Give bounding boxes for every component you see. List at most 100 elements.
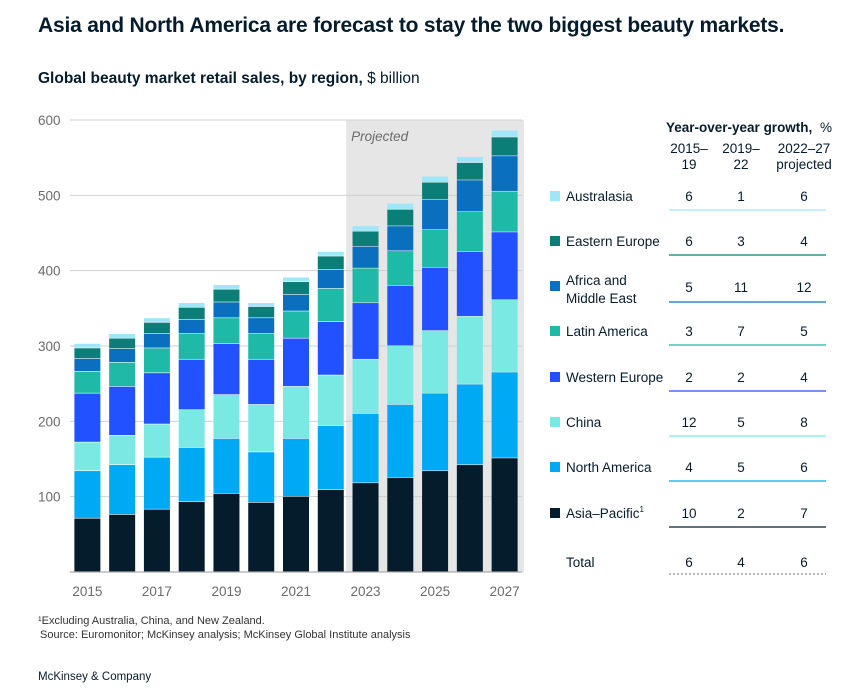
bar-segment [317,256,344,270]
legend-swatch [550,281,560,291]
y-tick-label: 400 [38,264,61,279]
bar-segment [109,333,136,338]
growth-value: 6 [685,234,693,249]
bar-segment [317,375,344,426]
bar-segment [109,465,136,515]
legend-label: Western Europe [566,370,663,385]
bar-segment [74,518,101,572]
legend-label: Latin America [566,324,648,339]
bar-segment [213,284,240,289]
growth-value: 10 [681,506,696,521]
legend-swatch [550,372,560,382]
bar-segment [248,404,275,452]
y-tick-label: 200 [38,414,61,429]
x-tick-label: 2015 [72,584,102,599]
bar-segment [283,338,309,387]
bar-segment [213,343,240,395]
bar-segment [109,349,136,362]
x-tick-label: 2023 [351,584,381,599]
bar-segment [491,130,518,137]
bar-segment [352,303,379,359]
bar-segment [109,514,136,572]
growth-value: 6 [800,189,808,204]
growth-value: 7 [737,324,745,339]
col-header-2015-19-a: 2015– [670,141,708,156]
bar-segment [248,306,275,318]
legend-swatch [550,191,560,201]
bar-segment [178,447,205,502]
legend-label: Asia–Pacific1 [566,505,645,521]
bar-segment [248,502,275,572]
growth-value: 7 [800,506,808,521]
bar-segment [178,410,205,448]
bar-segment [422,199,449,230]
bar-segment [317,425,344,490]
bar-segment [387,209,414,226]
bar-segment [74,358,101,372]
bar-segment [178,303,205,307]
bar-segment [387,477,414,572]
bar-segment [422,229,449,268]
col-header-2015-19-b: 19 [681,157,696,172]
bar-segment [74,442,101,471]
y-tick-label: 600 [38,113,61,128]
bar-segment [422,393,449,471]
bar-segment [387,203,414,210]
footnote-source: Source: Euromonitor; McKinsey analysis; … [40,629,411,641]
growth-value: 12 [681,415,696,430]
bar-segment [456,316,483,384]
legend-swatch [550,236,560,246]
bar-segment [317,288,344,322]
projected-label: Projected [351,129,409,144]
bar-segment [74,471,101,518]
growth-value: 2 [737,370,745,385]
bar-segment [283,311,309,338]
bar-segment [422,471,449,572]
bar-segment [213,394,240,439]
bar-segment [491,191,518,232]
bar-segment [387,285,414,346]
growth-value: 1 [737,189,745,204]
legend-swatch [550,326,560,336]
growth-value: 2 [685,370,693,385]
growth-value: 6 [685,189,693,204]
bar-segment [491,232,518,300]
growth-value: 4 [800,370,808,385]
bar-segment [109,362,136,387]
bar-segment [143,457,170,509]
total-label: Total [566,555,595,570]
bar-segment [456,465,483,572]
growth-value: 11 [734,280,748,295]
bar-segment [74,371,101,393]
y-tick-label: 500 [38,188,61,203]
bar-segment [456,180,483,212]
bar-segment [109,435,136,465]
bar-segment [352,268,379,303]
growth-value: 5 [800,324,808,339]
x-tick-label: 2025 [420,584,450,599]
bar-segment [491,300,518,372]
bar-segment [283,281,309,295]
total-value: 6 [800,555,808,570]
growth-value: 4 [685,460,693,475]
growth-value: 8 [800,415,808,430]
bar-segment [387,346,414,405]
bar-segment [352,359,379,414]
bar-segment [248,333,275,359]
legend-label-superscript: 1 [640,505,645,514]
legend-swatch [550,508,560,518]
x-tick-label: 2021 [281,584,311,599]
bar-segment [248,359,275,405]
growth-value: 5 [737,415,745,430]
footnote-excluding: ¹Excluding Australia, China, and New Zea… [38,615,265,627]
legend-swatch [550,417,560,427]
growth-value: 5 [737,460,745,475]
legend-label: North America [566,460,652,475]
bar-segment [317,321,344,375]
growth-value: 4 [800,234,808,249]
bar-segment [143,333,170,348]
x-tick-label: 2019 [211,584,241,599]
growth-value: 2 [737,506,745,521]
bar-segment [283,438,309,497]
